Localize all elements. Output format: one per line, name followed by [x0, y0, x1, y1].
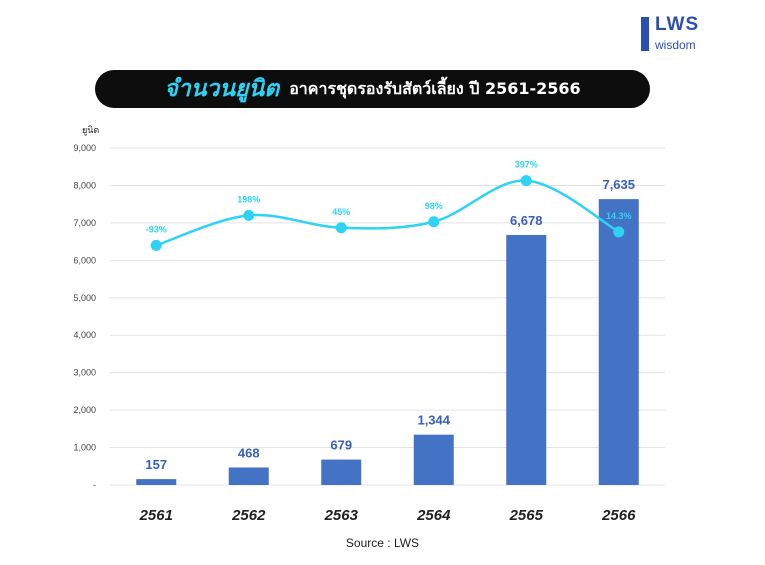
bar — [598, 199, 639, 485]
bar — [506, 234, 547, 485]
growth-label: -93% — [146, 224, 167, 234]
chart-title-banner: จำนวนยูนิต อาคารชุดรองรับสัตว์เลี้ยง ปี … — [95, 70, 650, 108]
x-tick-label: 2566 — [601, 507, 636, 524]
y-tick-label: 5,000 — [73, 293, 96, 303]
y-tick-label: 8,000 — [73, 180, 96, 190]
bar-value-label: 468 — [238, 445, 260, 460]
growth-point — [335, 222, 347, 234]
logo-sub-text: wisdom — [655, 38, 696, 52]
y-tick-label: 1,000 — [73, 443, 96, 453]
y-tick-label: - — [93, 480, 96, 490]
growth-label: 14.3% — [606, 211, 632, 221]
bar-value-label: 679 — [330, 438, 352, 453]
y-tick-label: 6,000 — [73, 255, 96, 265]
growth-label: 45% — [332, 207, 350, 217]
growth-label: 397% — [515, 160, 538, 170]
growth-point — [150, 239, 162, 251]
chart-title-main: จำนวนยูนิต — [164, 76, 280, 102]
growth-point — [520, 175, 532, 187]
logo-bar — [641, 17, 649, 51]
logo-main-text: LWS — [655, 14, 700, 35]
y-tick-label: 4,000 — [73, 330, 96, 340]
growth-point — [243, 209, 255, 221]
bar — [321, 459, 362, 485]
y-tick-label: 3,000 — [73, 368, 96, 378]
bar — [413, 434, 454, 485]
y-tick-label: 7,000 — [73, 218, 96, 228]
x-tick-label: 2561 — [139, 507, 173, 524]
bar — [228, 467, 269, 485]
y-axis-title: ยูนิต — [82, 125, 99, 136]
growth-label: 198% — [237, 194, 260, 204]
growth-point — [613, 226, 625, 238]
bar-value-label: 157 — [145, 457, 167, 472]
y-tick-label: 9,000 — [73, 143, 96, 153]
growth-line — [155, 179, 620, 247]
chart-title-sub: อาคารชุดรองรับสัตว์เลี้ยง ปี 2561-2566 — [289, 78, 581, 98]
source-note: Source : LWS — [345, 536, 420, 550]
x-tick-label: 2564 — [416, 507, 451, 524]
x-tick-label: 2562 — [231, 507, 266, 524]
bar — [136, 479, 177, 485]
bar-value-label: 7,635 — [602, 177, 635, 192]
y-tick-label: 2,000 — [73, 405, 96, 415]
growth-label: 98% — [425, 201, 443, 211]
bar-value-label: 6,678 — [510, 213, 543, 228]
x-tick-label: 2565 — [509, 507, 544, 524]
x-tick-label: 2563 — [324, 507, 359, 524]
growth-point — [428, 216, 440, 228]
bar-value-label: 1,344 — [417, 413, 450, 428]
lws-logo: LWS wisdom — [641, 14, 721, 54]
